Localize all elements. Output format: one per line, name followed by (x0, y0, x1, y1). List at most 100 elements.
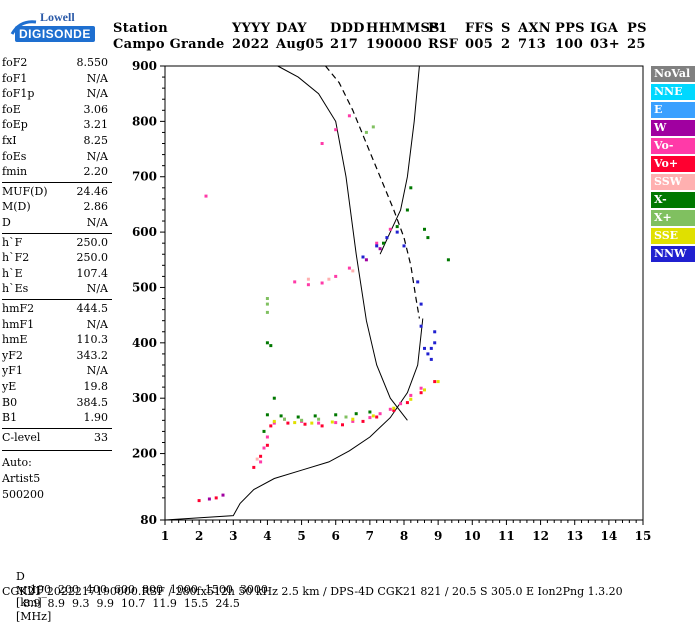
y-tick-label: 200 (132, 447, 157, 461)
echo-point (409, 397, 413, 401)
echo-point (347, 114, 351, 118)
echo-point (395, 225, 399, 229)
x-tick-label: 3 (229, 529, 237, 543)
echo-point (197, 499, 201, 503)
x-tick-label: 8 (400, 529, 408, 543)
echo-point (388, 227, 392, 231)
chart-axes: 1 2 3 4 5 6 7 8 9 10 11 12 13 14 158020030040050060070… (132, 59, 651, 543)
lowell-digisonde-logo: Lowell DIGISONDE (2, 4, 102, 52)
echo-group-nnw (361, 230, 437, 361)
header-value-pps: 100 (555, 37, 584, 52)
echo-point (402, 244, 406, 248)
echo-point (361, 419, 365, 423)
echo-point (262, 429, 266, 433)
echo-point (354, 412, 358, 416)
echo-point (300, 418, 304, 422)
echo-point (433, 330, 437, 334)
param-name: MUF(D) (2, 184, 48, 198)
echo-point (293, 280, 297, 284)
echo-point (313, 414, 317, 418)
echo-point (262, 446, 266, 450)
x-tick-label: 4 (263, 529, 271, 543)
echo-point (293, 421, 297, 425)
echo-group-x- (265, 125, 375, 422)
param-value: 3.21 (83, 118, 109, 132)
param-row: h`F 250.0 (2, 236, 108, 250)
echo-point (272, 421, 276, 425)
header-label-day: DAY (276, 21, 307, 36)
echo-point (265, 413, 269, 417)
legend-item-vo-: Vo+ (651, 156, 695, 172)
param-value: 2.20 (83, 165, 109, 179)
x-tick-label: 6 (332, 529, 340, 543)
param-name: M(D) (2, 200, 31, 214)
param-name: foEp (2, 118, 28, 132)
echo-point (265, 310, 269, 314)
echo-point (272, 396, 276, 400)
echo-point (306, 277, 310, 281)
echo-point (375, 241, 379, 245)
param-row: fmin 2.20 (2, 165, 108, 179)
x-tick-label: 1 (161, 529, 169, 543)
param-value: 2.86 (83, 200, 109, 214)
header-label-ps: PS (627, 21, 647, 36)
param-value: 3.06 (83, 102, 109, 116)
echo-point (429, 346, 433, 350)
echo-point (265, 443, 269, 447)
legend-item-noval: NoVal (651, 66, 695, 82)
echo-point (283, 417, 286, 421)
param-row: M(D) 2.86 (2, 200, 108, 214)
param-name: foE (2, 102, 21, 116)
param-value: 384.5 (76, 395, 109, 409)
echo-point (334, 128, 338, 132)
param-name: foEs (2, 149, 27, 163)
param-row: foE 3.06 (2, 103, 108, 117)
param-value: 444.5 (76, 302, 109, 315)
echo-group-ssw (255, 269, 355, 461)
echo-point (378, 247, 382, 251)
param-value: 19.8 (83, 380, 109, 393)
echo-point (378, 412, 382, 416)
header-value-axn: 713 (518, 37, 547, 52)
param-value: N/A (86, 71, 108, 85)
header-value-s: 2 (501, 37, 511, 52)
y-tick-label: 400 (132, 336, 157, 350)
header-label-year: YYYY (232, 21, 271, 36)
header-value-iga: 03+ (590, 37, 620, 52)
echo-point (433, 380, 437, 384)
param-name: C-level (2, 430, 41, 444)
echo-point (385, 236, 389, 240)
param-value: 343.2 (76, 348, 109, 362)
x-tick-label: 12 (532, 529, 549, 543)
legend-item-w: W (651, 120, 695, 136)
echo-point (405, 401, 409, 405)
echo-point (399, 402, 403, 406)
footer-muf-values: 8.9 8.9 9.3 9.9 10.7 11.9 15.5 24.5 (16, 597, 244, 610)
param-name: h`F (2, 235, 23, 249)
echo-point (446, 258, 450, 262)
footer-muf-label: MUF (16, 584, 45, 597)
param-name: yF1 (2, 364, 23, 378)
polarization-legend: NoVal NNE E W Vo- Vo+ SSW X- X+ SSE NNW (651, 66, 695, 264)
param-row: foF2 8.550 (2, 56, 108, 70)
x-tick-label: 13 (566, 529, 583, 543)
echo-point (419, 302, 423, 306)
param-name: foF2 (2, 56, 28, 69)
echo-group-sse (272, 380, 440, 425)
param-row: yF1 N/A (2, 364, 108, 378)
echo-group-vo- (197, 380, 437, 503)
echo-point (368, 410, 372, 414)
echo-point (405, 208, 409, 212)
param-value: 250.0 (76, 235, 109, 249)
echo-point (423, 388, 426, 392)
legend-item-x-: X+ (651, 210, 695, 226)
echo-point (375, 244, 379, 248)
echo-point (409, 186, 413, 190)
echo-point (423, 346, 426, 350)
echo-point (269, 344, 273, 348)
echo-point (296, 415, 300, 419)
echo-point (265, 435, 269, 439)
param-name: foF1p (2, 87, 35, 101)
header-label-ffs: FFS (465, 21, 494, 36)
param-row: hmF1 N/A (2, 318, 108, 332)
